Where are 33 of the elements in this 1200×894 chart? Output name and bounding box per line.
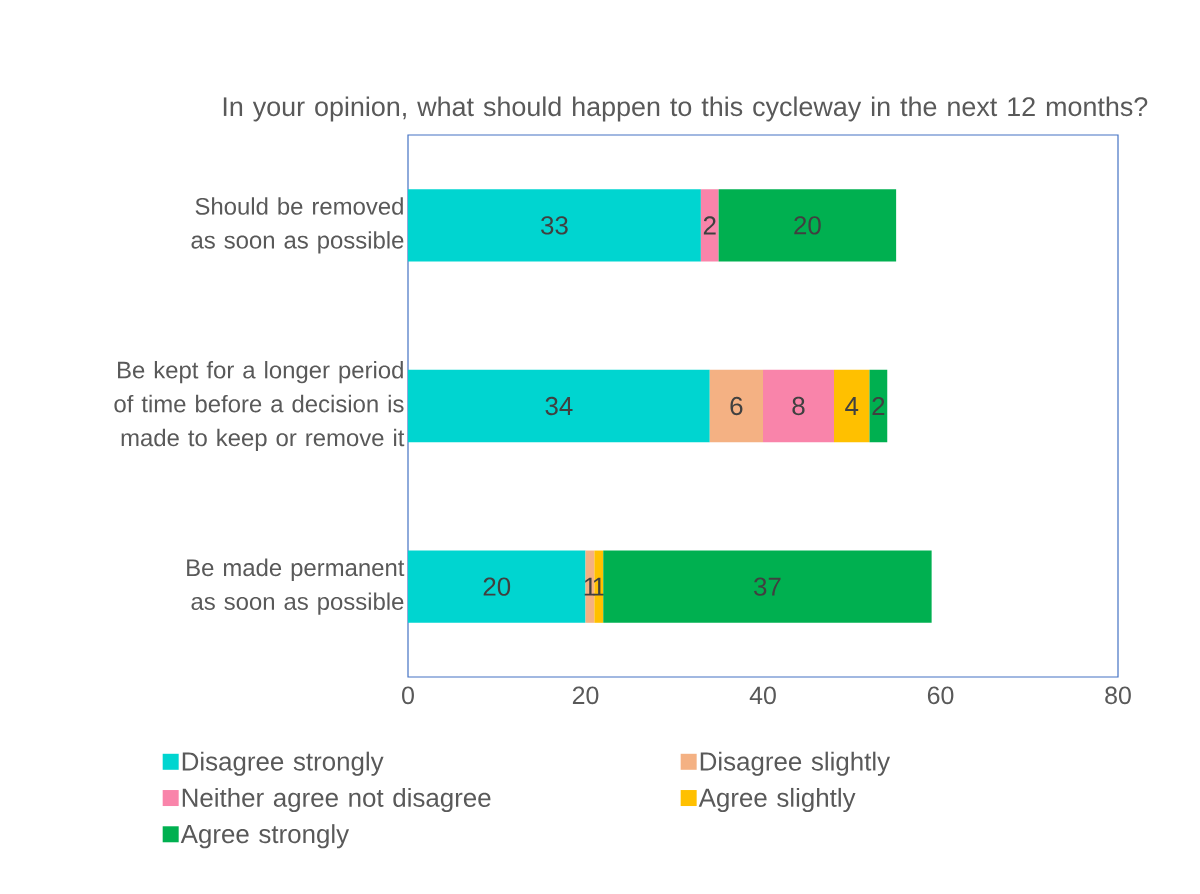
data-label: 20	[794, 216, 821, 235]
y-tick-label: Should be removed as soon as possible	[191, 197, 404, 254]
bar	[709, 369, 763, 443]
bar	[408, 369, 710, 443]
x-tick-label: 60	[927, 686, 954, 705]
x-tick-label: 0	[402, 686, 414, 705]
data-label: 2	[703, 216, 716, 235]
legend-label: Agree slightly	[698, 787, 856, 813]
bar	[603, 550, 932, 623]
data-label: 20	[483, 577, 511, 596]
bar	[700, 189, 719, 262]
data-label: 8	[792, 396, 805, 416]
bar	[408, 550, 586, 623]
y-tick-label: Be made permanent as soon as possible	[187, 558, 405, 615]
bar	[718, 189, 897, 262]
bar	[408, 189, 701, 262]
data-label: 2	[872, 396, 885, 416]
x-tick-label: 80	[1105, 686, 1131, 705]
data-label: 37	[754, 577, 781, 596]
bar	[834, 369, 870, 443]
legend-label: Agree strongly	[180, 824, 350, 849]
chart-title: In your opinion, what should happen to this cycleway in the next 12 months?	[223, 96, 1148, 122]
x-tick-label: 40	[749, 686, 776, 705]
legend-label: Neither agree not disagree	[182, 787, 491, 813]
data-label: 4	[845, 397, 859, 415]
legend-label: Disagree slightly	[700, 751, 891, 776]
y-tick-label: Be kept for a longer period of time before a decision is made to keep or remove it	[114, 360, 405, 452]
data-label: 33	[541, 216, 568, 235]
data-label: 34	[545, 396, 573, 416]
legend-label: Disagree strongly	[182, 751, 384, 776]
data-label: 6	[730, 396, 743, 416]
bar	[763, 369, 834, 443]
x-tick-label: 20	[572, 686, 599, 705]
